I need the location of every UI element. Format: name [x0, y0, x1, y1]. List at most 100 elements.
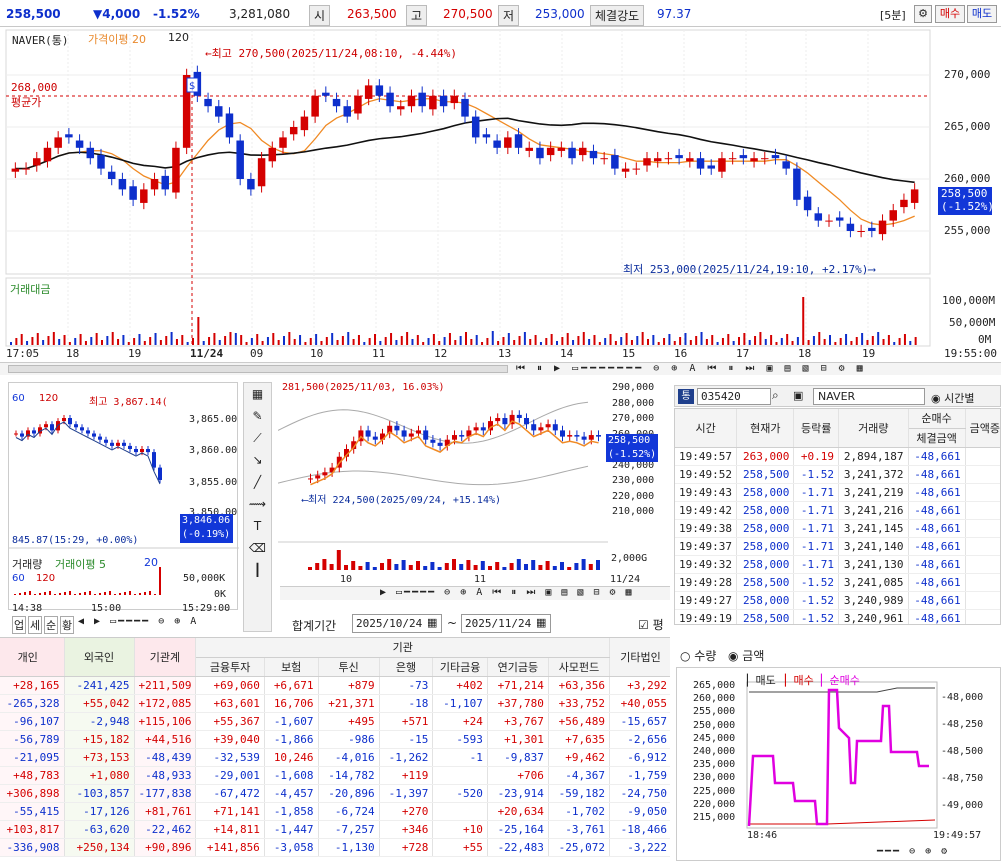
avg-price-label: 평균가 — [11, 96, 42, 109]
qty-radio[interactable]: ○ 수량 — [680, 649, 717, 663]
tick-table[interactable]: 시간 현재가 등락률 거래량 순매수 금액증 체결금액 19:49:57 263,… — [674, 408, 1001, 625]
stock-code-input[interactable]: 035420 — [697, 388, 771, 405]
mini-legend-60: 60 — [12, 393, 25, 404]
candle-style-icon[interactable]: ┃ — [253, 563, 262, 577]
tick-row[interactable]: 19:49:27 258,000 -1.52 3,240,989 -48,661 — [675, 591, 1000, 610]
strength-label: 체결강도 — [590, 5, 645, 26]
time-tick: 16 — [674, 347, 688, 360]
interval-selector[interactable]: [5분] — [880, 9, 906, 22]
chart-controls[interactable]: ⏮ ⏸ ▶ ▭━━━━━━━ ⊖ ⊕ A ⏮ ⏸ ⏭ ▣ ▤ ▧ ⊟ ⚙ ▦ — [516, 363, 866, 374]
tick-row[interactable]: 19:49:52 258,500 -1.52 3,241,372 -48,661 — [675, 465, 1000, 484]
tick-row[interactable]: 19:49:37 258,000 -1.71 3,241,140 -48,661 — [675, 537, 1000, 556]
investor-cell: +346 — [379, 820, 434, 839]
tick-row[interactable]: 19:49:28 258,500 -1.52 3,241,085 -48,661 — [675, 573, 1000, 592]
search-icon[interactable]: ⌕ — [772, 388, 779, 402]
main-candle — [568, 147, 576, 159]
favorite-icon[interactable]: ▣ — [793, 389, 804, 402]
line-tool-icon[interactable]: ╱ — [253, 475, 262, 489]
volume-bar — [454, 340, 457, 345]
investor-row[interactable]: +103,817 -63,620 -22,462 +14,811 -1,447 -7,25… — [0, 820, 670, 839]
buy-button[interactable]: 매수 — [935, 5, 965, 23]
flow-chart-controls[interactable]: ━━━ ⊖ ⊕ ⚙ — [877, 846, 950, 857]
drawing-toolbar[interactable]: ▦ ✎ ⟋ ↘ ╱ ⟿ T ⌫ ┃ — [243, 382, 272, 632]
main-candle — [247, 179, 255, 190]
scroll-thumb[interactable] — [8, 365, 508, 373]
chart-scrollbar[interactable]: ⏮ ⏸ ▶ ▭━━━━━━━ ⊖ ⊕ A ⏮ ⏸ ⏭ ▣ ▤ ▧ ⊟ ⚙ ▦ — [0, 362, 1001, 375]
date-to-input[interactable]: 2025/11/24 — [461, 614, 551, 633]
volume-bar — [481, 342, 484, 345]
investor-row[interactable]: -56,789 +15,182 +44,516 +39,040 -1,866 -986 -1… — [0, 730, 670, 749]
tick-row[interactable]: 19:49:32 258,000 -1.71 3,241,130 -48,661 — [675, 555, 1000, 574]
delete-tool-icon[interactable]: ⌫ — [249, 541, 266, 555]
volume-bar — [796, 337, 799, 345]
text-tool-icon[interactable]: T — [253, 519, 262, 533]
volume-bar — [10, 342, 12, 345]
daily-candle-chart[interactable]: 281,500(2025/11/03, 16.03%) ⟵최저 224,500(… — [277, 382, 670, 592]
volume-value: 3,281,080 — [229, 7, 291, 21]
pencil-icon[interactable]: ✎ — [252, 409, 263, 423]
stock-name-field[interactable]: NAVER — [813, 388, 925, 405]
investor-row[interactable]: +48,783 +1,080 -48,933 -29,001 -1,608 -14,782… — [0, 766, 670, 785]
calendar-icon[interactable]: ▦ — [536, 616, 547, 629]
ruler-icon[interactable]: ⟋ — [253, 431, 262, 445]
main-candle — [236, 140, 244, 179]
tick-row[interactable]: 19:49:38 258,000 -1.71 3,241,145 -48,661 — [675, 519, 1000, 538]
settings-gear-icon[interactable]: ⚙ — [914, 5, 932, 23]
investor-row[interactable]: -265,328 +55,042 +172,085 +63,601 16,706 +21,… — [0, 694, 670, 713]
index-mini-chart[interactable]: 60 120 최고 3,867.14( 3,865.00 3,860.00 3,… — [8, 382, 239, 614]
daily-candle — [394, 425, 400, 431]
avg-checkbox[interactable]: ☑ 평 — [638, 618, 664, 632]
volume-bar — [588, 339, 591, 345]
tab-sun[interactable]: 순 — [44, 616, 59, 634]
tick-row[interactable]: 19:49:43 258,000 -1.71 3,241,219 -48,661 — [675, 483, 1000, 502]
tab-hwang[interactable]: 황 — [60, 616, 75, 634]
daily-volume-bar — [545, 561, 550, 570]
investor-table[interactable]: 개인 외국인 기관계 기관 기타법인 금융투자 보험 투신 은행 기타금융 연기… — [0, 637, 670, 861]
tab-se[interactable]: 세 — [28, 616, 43, 634]
signal-marker-glyph: $ — [189, 81, 195, 92]
tick-row[interactable]: 19:49:42 258,000 -1.71 3,241,216 -48,661 — [675, 501, 1000, 520]
tick-cell: 258,000 — [736, 591, 795, 610]
volume-bar — [443, 337, 446, 345]
auto-trend-icon[interactable]: ⟿ — [248, 497, 267, 511]
date-from-input[interactable]: 2025/10/24 — [352, 614, 442, 633]
mini-volume-bar — [104, 592, 106, 595]
tick-cell: 19:49:38 — [675, 519, 738, 538]
tab-up[interactable]: 업 — [12, 616, 27, 634]
volume-bar — [218, 340, 221, 345]
main-candle — [354, 95, 362, 114]
main-candle — [900, 199, 908, 208]
investor-cell: -25,072 — [548, 838, 611, 857]
bar-chart-icon[interactable]: ▦ — [251, 387, 264, 401]
mini-chart-controls[interactable]: ◀ ▶ ▭━━━━ ⊖ ⊕ A — [78, 616, 199, 627]
bollinger-lower — [277, 465, 589, 486]
mini-tick: 3,860.00 — [189, 445, 238, 456]
investor-flow-chart[interactable]: ▏매도 ▏매수 ▏순매수 265,000 260,000 255,000 250,00… — [676, 667, 1001, 861]
calendar-icon[interactable]: ▦ — [427, 616, 438, 629]
investor-row[interactable]: +28,165 -241,425 +211,509 +69,060 +6,671 +879… — [0, 676, 670, 695]
volume-bar — [411, 339, 414, 345]
daily-volume-bar — [588, 564, 593, 570]
investor-row[interactable]: -55,415 -17,126 +81,761 +71,141 -1,858 -6,724… — [0, 802, 670, 821]
tick-row[interactable]: 19:49:57 263,000 +0.19 2,894,187 -48,661 — [675, 447, 1000, 466]
daily-volume-bar — [336, 550, 341, 570]
investor-cell: +3,767 — [487, 712, 549, 731]
volume-bar — [154, 333, 157, 345]
investor-row[interactable]: -96,107 -2,948 +115,106 +55,367 -1,607 +495 +5… — [0, 712, 670, 731]
daily-chart-controls[interactable]: ▶ ▭━━━━ ⊖ ⊕ A ⏮ ⏸ ⏭ ▣ ▤ ▧ ⊟ ⚙ ▦ — [280, 586, 670, 600]
amount-radio[interactable]: ◉ 금액 — [728, 649, 765, 663]
investor-row[interactable]: +306,898 -103,857 -177,838 -67,472 -4,457 -20… — [0, 784, 670, 803]
main-candle-chart[interactable]: $ NAVER(통) 가격이평 20 120 ←최고 270,500(2025/… — [0, 28, 1001, 375]
tick-row[interactable]: 19:49:19 258,500 -1.52 3,240,961 -48,661 — [675, 609, 1000, 624]
daily-volume-bar — [473, 565, 478, 570]
arrow-tool-icon[interactable]: ↘ — [252, 453, 263, 467]
investor-cell: +73,153 — [64, 748, 135, 767]
investor-row[interactable]: -21,095 +73,153 -48,439 -32,539 10,246 -4,016… — [0, 748, 670, 767]
time-tick: 11 — [372, 347, 386, 360]
sell-button[interactable]: 매도 — [967, 5, 997, 23]
volume-bar — [759, 332, 762, 345]
daily-volume-bar — [509, 563, 514, 570]
mini-time-tick: 15:29:00 — [182, 603, 231, 614]
investor-row[interactable]: -336,908 +250,134 +90,896 +141,856 -3,058 -1,… — [0, 838, 670, 857]
time-radio[interactable]: ◉ 시간별 — [931, 392, 975, 405]
